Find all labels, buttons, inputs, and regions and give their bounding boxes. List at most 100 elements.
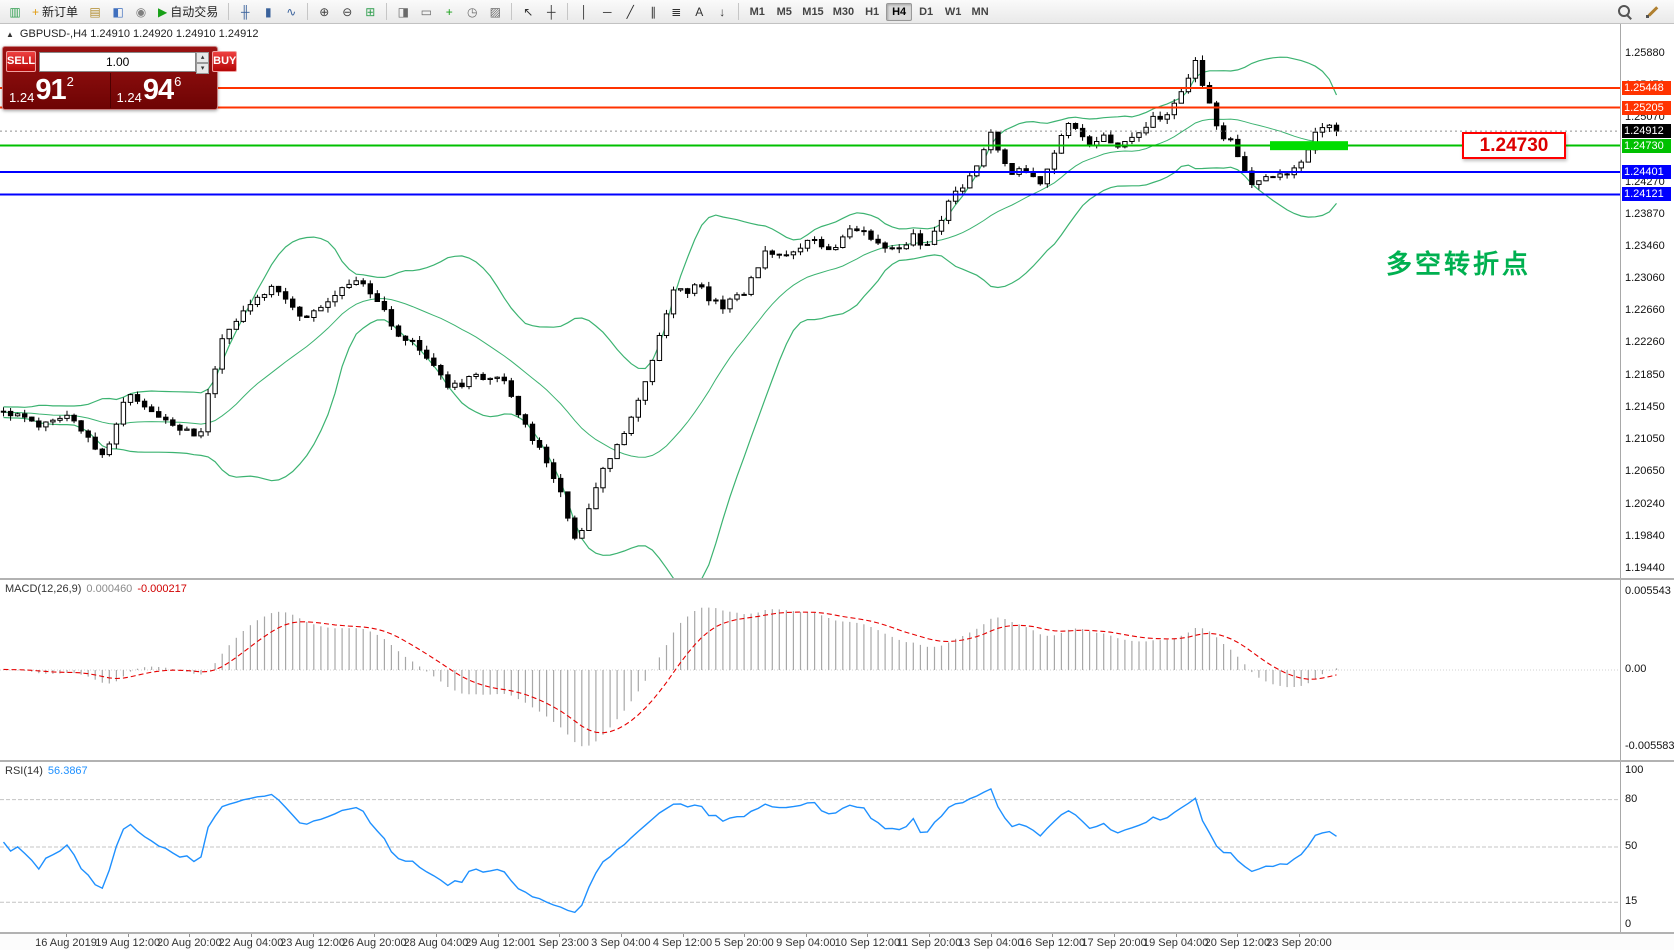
time-axis-label: 3 Sep 04:00: [591, 937, 651, 949]
price-axis-tick: 1.19440: [1625, 562, 1665, 575]
channel-button[interactable]: ∥: [642, 2, 664, 22]
market-watch-button[interactable]: ▥: [4, 2, 26, 22]
chart-list-button[interactable]: ▤: [84, 2, 106, 22]
time-axis-tick: [744, 934, 746, 937]
buy-button[interactable]: BUY: [212, 51, 238, 72]
profiles-button[interactable]: ◧: [107, 2, 129, 22]
text-button[interactable]: A: [688, 2, 710, 22]
time-axis-label: 22 Aug 04:00: [218, 937, 284, 949]
time-axis-label: 28 Aug 04:00: [403, 937, 469, 949]
cursor-button[interactable]: ↖: [517, 2, 539, 22]
vertical-line-button[interactable]: │: [573, 2, 595, 22]
price-chart[interactable]: [0, 24, 1674, 578]
rsi-chart[interactable]: [0, 762, 1674, 932]
line-chart-type-icon: ∿: [286, 4, 297, 19]
zoom-out-button[interactable]: ⊖: [336, 2, 358, 22]
rsi-axis-label: 80: [1625, 792, 1638, 805]
templates-button[interactable]: ▨: [484, 2, 506, 22]
timeframe-m30-button[interactable]: M30: [832, 5, 855, 18]
sell-price[interactable]: 1.24 91 2: [3, 73, 110, 108]
time-axis-tick: [435, 934, 437, 937]
indicators-add-button[interactable]: +: [438, 2, 460, 22]
time-axis[interactable]: 16 Aug 2019 19 Aug 12:00 20 Aug 20:00 22 Au…: [0, 934, 1674, 950]
horizontal-line-icon: ─: [603, 4, 612, 19]
fibonacci-button[interactable]: ≣: [665, 2, 687, 22]
chart-annotation[interactable]: 多空转折点: [1386, 249, 1532, 279]
sell-price-small: 1.24: [9, 89, 35, 105]
rsi-panel[interactable]: RSI(14) 56.3867 100 80 50 15 0: [0, 762, 1674, 932]
toolbar-right-group: [1612, 2, 1670, 22]
timeframe-d1-button[interactable]: D1: [919, 5, 934, 18]
new-order-button[interactable]: + 新订单: [27, 2, 83, 22]
panel-splitter[interactable]: [0, 760, 1674, 762]
timeframe-m15-button[interactable]: M15: [802, 5, 824, 18]
time-axis-label: 1 Sep 23:00: [529, 937, 589, 949]
crosshair-button[interactable]: ┼: [540, 2, 562, 22]
zoom-in-button[interactable]: ⊕: [313, 2, 335, 22]
auto-trading-button-label: 自动交易: [170, 5, 219, 19]
tile-windows-button[interactable]: ⊞: [359, 2, 381, 22]
text-icon: A: [695, 4, 704, 19]
price-level-label: 1.24401: [1622, 165, 1671, 180]
new-order-icon: +: [32, 4, 40, 19]
chart-edit-button[interactable]: [1641, 2, 1666, 22]
macd-panel[interactable]: MACD(12,26,9) 0.000460 -0.000217 0.005543 …: [0, 580, 1674, 760]
macd-axis-zero: 0.00: [1625, 663, 1647, 675]
buy-price[interactable]: 1.24 94 6: [111, 73, 218, 108]
chart-panel[interactable]: ▲ GBPUSD-,H4 1.24910 1.24920 1.24910 1.2…: [0, 24, 1674, 578]
lot-decrease-button[interactable]: ▾: [196, 62, 210, 74]
search-button[interactable]: [1612, 2, 1637, 22]
sell-price-big: 91: [35, 74, 66, 107]
timeframe-w1-button[interactable]: W1: [944, 5, 962, 18]
time-axis-label: 4 Sep 12:00: [652, 937, 713, 949]
time-axis-label: 16 Sep 12:00: [1019, 937, 1086, 949]
timeframe-m5-button[interactable]: M5: [776, 5, 792, 18]
timeframe-m1-button[interactable]: M1: [749, 5, 765, 18]
timeframe-h4-button[interactable]: H4: [886, 2, 913, 21]
candlestick-type-button[interactable]: ▮: [257, 2, 279, 22]
collapse-panel-icon[interactable]: ▲: [6, 29, 14, 39]
rsi-name: RSI(14): [5, 765, 43, 777]
line-chart-type-button[interactable]: ∿: [280, 2, 302, 22]
macd-chart[interactable]: [0, 580, 1674, 760]
panel-splitter[interactable]: [0, 932, 1674, 934]
navigator-button[interactable]: ◨: [392, 2, 414, 22]
indicators-add-icon: +: [445, 4, 453, 19]
toolbar-separator: [511, 3, 513, 20]
time-axis-tick: [374, 934, 376, 937]
time-axis-tick: [1114, 934, 1116, 937]
lot-increase-button[interactable]: ▴: [196, 51, 210, 63]
arrows-button[interactable]: ↓: [711, 2, 733, 22]
fibonacci-icon: ≣: [671, 4, 682, 19]
time-axis-label: 23 Aug 12:00: [280, 937, 346, 949]
price-axis-tick: 1.23870: [1625, 207, 1665, 220]
lot-size-input[interactable]: [39, 51, 197, 72]
timeframe-h1-button[interactable]: H1: [865, 5, 880, 18]
terminal-button[interactable]: ▭: [415, 2, 437, 22]
macd-axis-max: 0.005543: [1625, 585, 1671, 597]
timeframe-mn-button[interactable]: MN: [971, 5, 989, 18]
time-axis-tick: [929, 934, 931, 937]
price-callout[interactable]: 1.24730: [1462, 131, 1566, 159]
time-axis-label: 10 Sep 12:00: [834, 937, 901, 949]
time-axis-label: 17 Sep 20:00: [1081, 937, 1147, 949]
panel-splitter[interactable]: [0, 578, 1674, 580]
rsi-axis-label: 50: [1625, 840, 1638, 852]
auto-trading-button[interactable]: ▶ 自动交易: [153, 2, 223, 22]
price-level-label: 1.24730: [1622, 138, 1671, 153]
macd-name: MACD(12,26,9): [5, 583, 82, 595]
time-axis-tick: [559, 934, 561, 937]
bar-chart-type-button[interactable]: ╫: [234, 2, 256, 22]
time-axis-tick: [250, 934, 252, 937]
new-order-button-label: 新订单: [42, 5, 79, 19]
time-axis-tick: [1299, 934, 1300, 937]
periods-button[interactable]: ◷: [461, 2, 483, 22]
price-axis-tick: 1.22660: [1625, 304, 1665, 317]
trendline-button[interactable]: ╱: [619, 2, 641, 22]
toolbar-separator: [228, 3, 230, 20]
sell-button[interactable]: SELL: [6, 51, 37, 72]
zoom-out-icon: ⊖: [342, 4, 353, 19]
horizontal-line-button[interactable]: ─: [596, 2, 618, 22]
data-window-button[interactable]: ◉: [130, 2, 152, 22]
